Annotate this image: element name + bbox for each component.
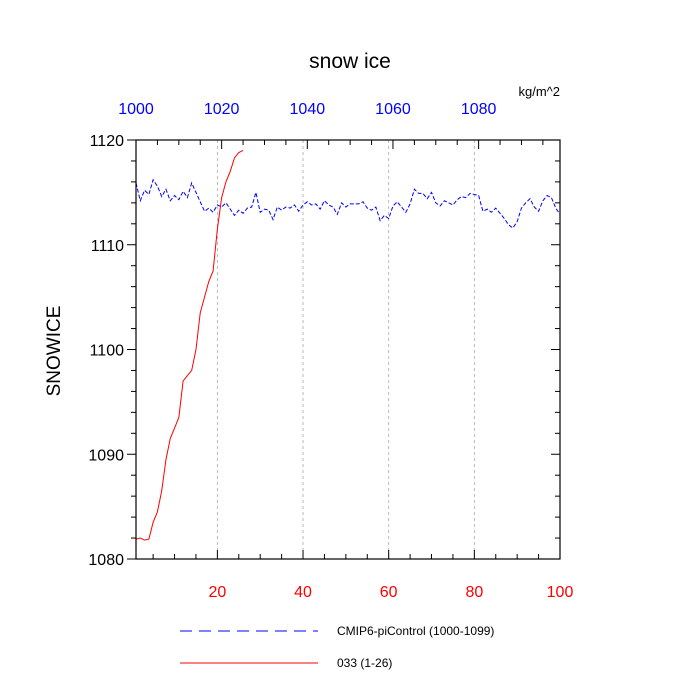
y-tick-label: 1100 [90, 343, 125, 360]
x-tick-label-bottom: 100 [547, 584, 574, 601]
legend-label: 033 (1-26) [337, 656, 392, 670]
y-tick-label: 1110 [91, 238, 124, 255]
series-line-1 [136, 150, 243, 540]
y-tick-label: 1090 [88, 447, 124, 464]
series-line-0 [136, 180, 560, 228]
units-label: kg/m^2 [518, 84, 560, 99]
y-tick-label: 1080 [88, 552, 124, 569]
x-tick-label-top: 1020 [204, 101, 240, 118]
x-tick-label-bottom: 60 [380, 584, 398, 601]
series-layer [136, 150, 560, 540]
x-tick-label-bottom: 40 [294, 584, 312, 601]
legend: CMIP6-piControl (1000-1099) 033 (1-26) [180, 624, 494, 670]
x-tick-label-top: 1080 [461, 101, 497, 118]
y-tick-label: 1120 [90, 133, 125, 150]
x-tick-label-bottom: 80 [465, 584, 483, 601]
x-tick-label-top: 1060 [375, 101, 411, 118]
x-tick-label-top: 1000 [118, 101, 154, 118]
legend-label: CMIP6-piControl (1000-1099) [337, 624, 494, 638]
plot-frame [136, 140, 560, 559]
x-tick-label-bottom: 20 [208, 584, 226, 601]
axes: 1080 1090 1100 1110 1120 20 40 60 80 100 1000 1020 1… [88, 101, 573, 601]
y-axis-label: SNOWICE [44, 306, 65, 397]
chart-title: snow ice [309, 50, 391, 73]
x-tick-label-top: 1040 [290, 101, 326, 118]
